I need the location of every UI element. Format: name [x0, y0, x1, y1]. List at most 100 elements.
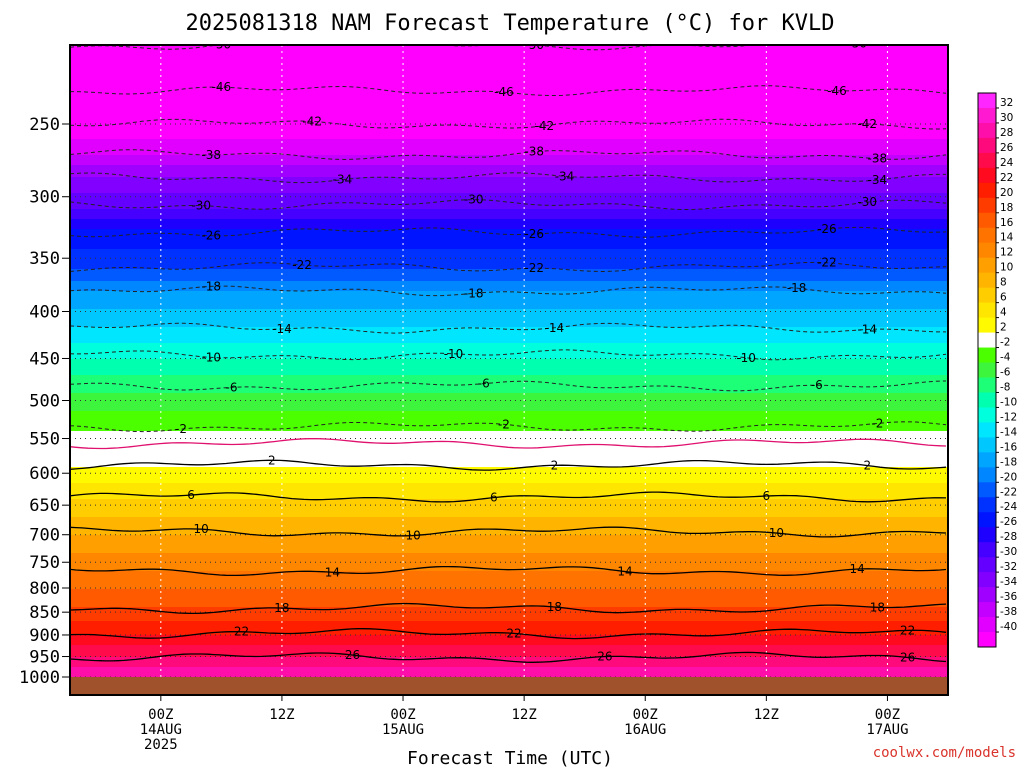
temperature-band	[70, 551, 948, 554]
temperature-band	[70, 489, 948, 492]
temperature-band	[70, 59, 948, 62]
temperature-band	[70, 361, 948, 364]
temperature-band	[70, 57, 948, 60]
temperature-band	[70, 83, 948, 86]
colorbar-label: -28	[1000, 531, 1017, 543]
temperature-band	[70, 461, 948, 464]
colorbar-label: -6	[1000, 366, 1011, 378]
temperature-band	[70, 357, 948, 360]
temperature-band	[70, 515, 948, 518]
colorbar-swatch	[978, 122, 996, 139]
temperature-band	[70, 183, 948, 186]
contour-label: -2	[175, 422, 187, 436]
colorbar-swatch	[978, 617, 996, 633]
colorbar-swatch	[978, 287, 996, 304]
temperature-band	[70, 277, 948, 280]
temperature-band	[70, 191, 948, 194]
temperature-band	[70, 137, 948, 140]
temperature-band	[70, 639, 948, 642]
colorbar-label: -38	[1000, 606, 1017, 618]
temperature-band	[70, 251, 948, 254]
contour-label: 18	[274, 601, 289, 615]
colorbar-swatch	[978, 317, 996, 334]
temperature-band	[70, 601, 948, 604]
temperature-band	[70, 609, 948, 612]
temperature-band	[70, 303, 948, 306]
temperature-band	[70, 45, 948, 48]
temperature-band	[70, 371, 948, 374]
temperature-band	[70, 545, 948, 548]
temperature-band	[70, 315, 948, 318]
contour-label: -10	[444, 347, 464, 361]
temperature-band	[70, 347, 948, 350]
temperature-band	[70, 631, 948, 634]
temperature-band	[70, 257, 948, 260]
contour-line	[70, 380, 947, 392]
contour-label: -2	[498, 417, 510, 431]
temperature-band	[70, 543, 948, 546]
temperature-band	[70, 603, 948, 606]
temperature-band	[70, 105, 948, 108]
colorbar-label: 28	[1000, 127, 1013, 139]
temperature-band	[70, 619, 948, 622]
contour-label: -30	[857, 195, 877, 209]
temperature-band	[70, 75, 948, 78]
temperature-band	[70, 209, 948, 212]
temperature-band	[70, 325, 948, 328]
temperature-band	[70, 299, 948, 302]
colorbar-swatch	[978, 272, 996, 289]
contour-line	[70, 118, 947, 130]
temperature-band	[70, 641, 948, 644]
contour-line	[70, 149, 947, 161]
temperature-band	[70, 95, 948, 98]
colorbar-label: -30	[1000, 546, 1017, 558]
temperature-band	[70, 287, 948, 290]
temperature-band	[70, 607, 948, 610]
temperature-band	[70, 595, 948, 598]
temperature-band	[70, 359, 948, 362]
temperature-band	[70, 291, 948, 294]
temperature-band	[70, 553, 948, 556]
temperature-band	[70, 319, 948, 322]
temperature-band	[70, 339, 948, 342]
contour-label: -22	[524, 261, 544, 275]
temperature-band	[70, 537, 948, 540]
colorbar-swatch	[978, 527, 996, 543]
colorbar-swatch	[978, 212, 996, 229]
contour-label: -6	[478, 377, 490, 391]
temperature-band	[70, 103, 948, 106]
colorbar-label: 32	[1000, 97, 1013, 109]
temperature-band	[70, 189, 948, 192]
contour-label: -34	[555, 169, 575, 183]
contour-line	[70, 172, 946, 184]
temperature-band	[70, 263, 948, 266]
temperature-band	[70, 651, 948, 654]
contour-label: -18	[787, 281, 807, 295]
temperature-band	[70, 185, 948, 188]
temperature-band	[70, 427, 948, 430]
grid-lines	[70, 45, 948, 695]
colorbar-label: 22	[1000, 172, 1013, 184]
x-tick-label: 00Z	[390, 707, 415, 723]
temperature-band	[70, 331, 948, 334]
contour-line	[70, 261, 947, 273]
temperature-band	[70, 407, 948, 410]
colorbar-label: 12	[1000, 247, 1013, 259]
temperature-band	[70, 117, 948, 120]
credit-link[interactable]: coolwx.com/models	[873, 745, 1016, 761]
temperature-band	[70, 237, 948, 240]
temperature-band	[70, 507, 948, 510]
temperature-band	[70, 373, 948, 376]
temperature-band	[70, 71, 948, 74]
colorbar-swatch	[978, 197, 996, 214]
temperature-band	[70, 499, 948, 502]
temperature-band	[70, 485, 948, 488]
temperature-band	[70, 219, 948, 222]
temperature-band	[70, 311, 948, 314]
contour-label: 26	[597, 650, 612, 664]
temperature-band	[70, 233, 948, 236]
colorbar-swatch	[978, 602, 996, 618]
temperature-band	[70, 655, 948, 658]
temperature-band	[70, 665, 948, 668]
